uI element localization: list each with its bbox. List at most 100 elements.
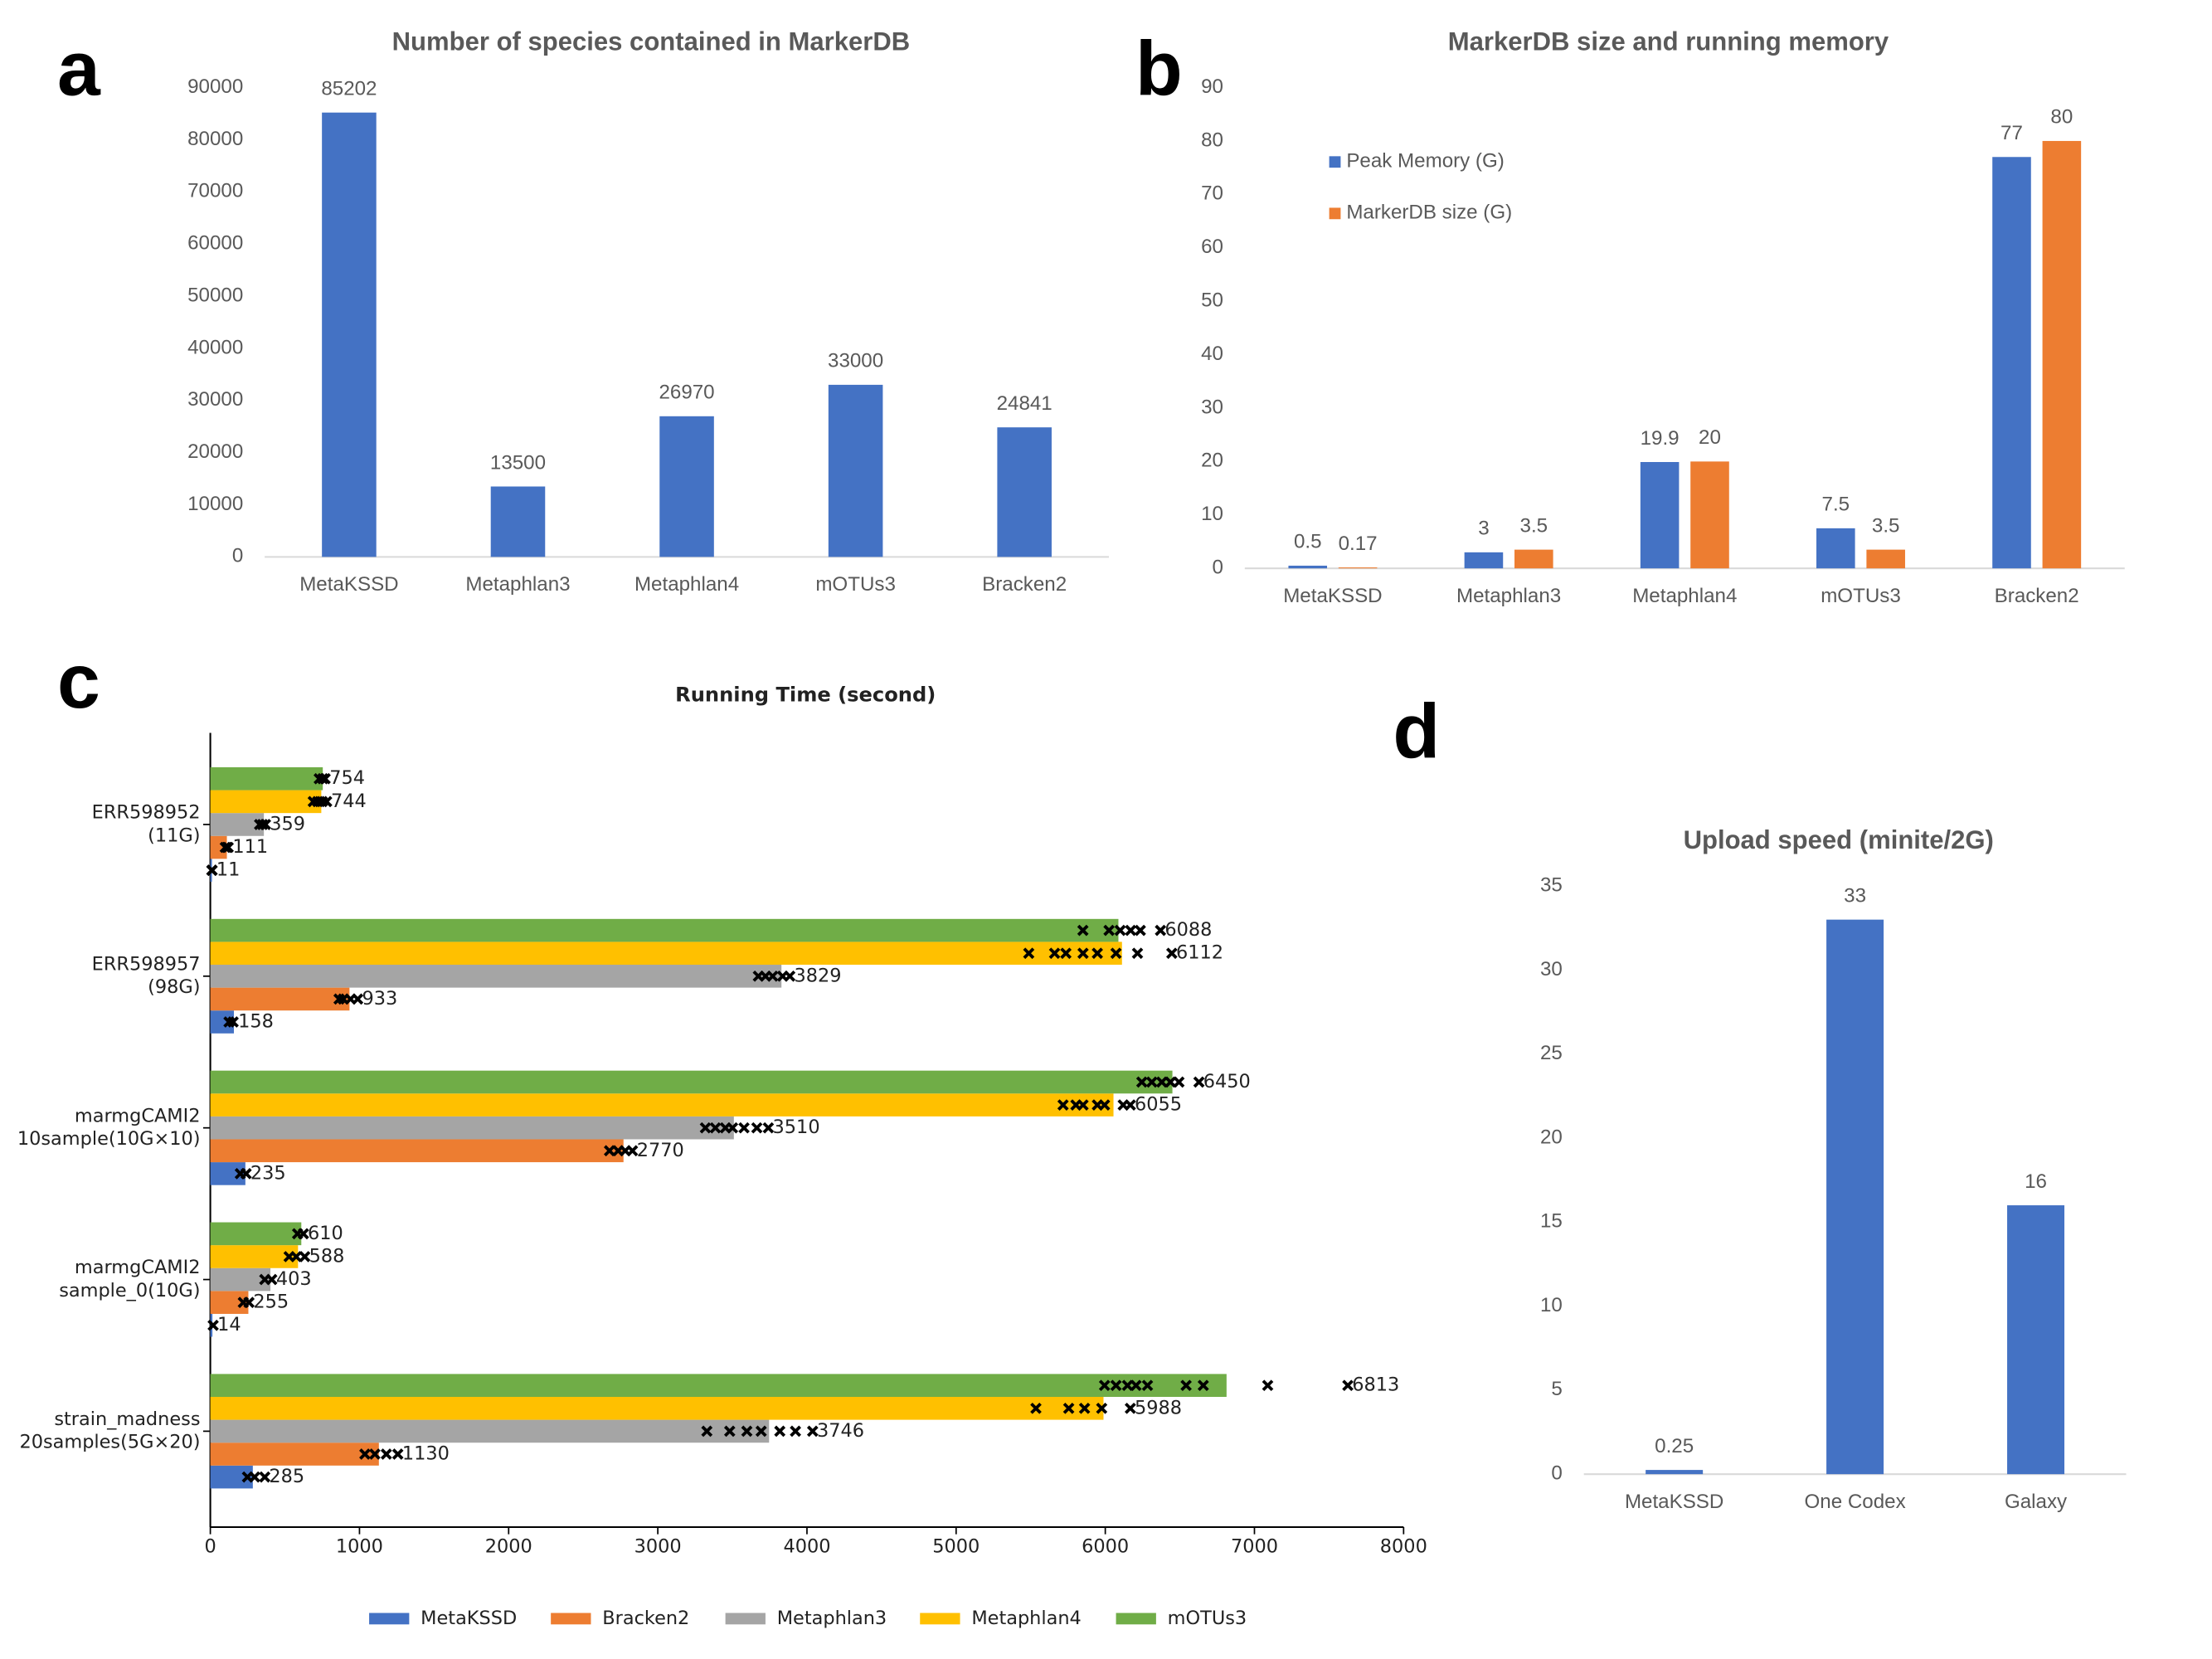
replicate-point xyxy=(1110,1379,1122,1392)
bar xyxy=(828,384,883,557)
bar xyxy=(1646,1470,1704,1475)
replicate-point xyxy=(1164,1076,1177,1088)
value-label: 3829 xyxy=(794,965,841,986)
value-label: 588 xyxy=(309,1245,345,1267)
bar xyxy=(1816,528,1855,569)
replicate-point xyxy=(723,1425,736,1438)
y-tick-label: 70 xyxy=(1201,182,1223,205)
y-tick-label: 0 xyxy=(1551,1462,1562,1485)
replicate-point xyxy=(319,772,331,785)
bar xyxy=(210,813,265,836)
bar xyxy=(1866,549,1905,569)
value-label: 16 xyxy=(2025,1170,2047,1193)
replicate-point xyxy=(352,993,364,1005)
y-tick-label: 15 xyxy=(1540,1210,1563,1233)
x-tick-label: Bracken2 xyxy=(982,573,1067,596)
replicate-point xyxy=(1077,924,1089,937)
legend-swatch xyxy=(1329,156,1341,168)
y-tick-label: 70000 xyxy=(187,180,243,202)
replicate-point xyxy=(317,772,329,785)
legend-label: Peak Memory (G) xyxy=(1346,150,1504,173)
bar xyxy=(2042,140,2082,569)
legend-swatch xyxy=(369,1613,410,1625)
y-tick-label: ERR598957 xyxy=(92,954,201,975)
bar xyxy=(210,790,322,814)
replicate-point xyxy=(1135,1076,1148,1088)
x-tick-label: 8000 xyxy=(1380,1536,1427,1558)
x-tick-label: mOTUs3 xyxy=(1821,585,1901,607)
replicate-point xyxy=(380,1448,392,1460)
y-tick-label: sample_0(10G) xyxy=(59,1280,200,1301)
replicate-point xyxy=(603,1145,615,1157)
value-label: 13500 xyxy=(490,451,546,474)
y-tick-label: 10sample(10G×10) xyxy=(17,1128,201,1150)
replicate-point xyxy=(1091,947,1103,960)
replicate-point xyxy=(290,1251,303,1262)
value-label: 33000 xyxy=(828,350,883,372)
panel-label: d xyxy=(1393,688,1440,774)
replicate-point xyxy=(1098,1379,1111,1392)
legend-swatch xyxy=(725,1613,766,1625)
replicate-point xyxy=(249,1471,260,1483)
replicate-point xyxy=(359,1448,371,1460)
value-label: 6088 xyxy=(1164,919,1212,941)
replicate-point xyxy=(738,1121,750,1134)
value-label: 1130 xyxy=(402,1443,450,1465)
value-label: 14 xyxy=(217,1314,241,1335)
y-tick-label: 20000 xyxy=(187,440,243,463)
replicate-point xyxy=(626,1145,639,1157)
value-label: 0.5 xyxy=(1294,531,1322,553)
bar xyxy=(210,1139,624,1163)
x-tick-label: 0 xyxy=(204,1536,216,1558)
x-tick-label: Galaxy xyxy=(2005,1491,2068,1513)
replicate-point xyxy=(755,1425,767,1438)
replicate-point xyxy=(1262,1379,1274,1392)
value-label: 24841 xyxy=(997,392,1053,415)
y-tick-label: 25 xyxy=(1540,1042,1563,1064)
replicate-point xyxy=(1103,924,1115,937)
legend-swatch xyxy=(1116,1613,1156,1625)
replicate-point xyxy=(1131,947,1144,960)
value-label: 33 xyxy=(1844,884,1866,907)
replicate-point xyxy=(1048,947,1061,960)
x-tick-label: mOTUs3 xyxy=(815,573,896,596)
value-label: 285 xyxy=(269,1466,304,1487)
value-label: 158 xyxy=(238,1011,274,1033)
x-tick-label: One Codex xyxy=(1805,1491,1906,1513)
value-label: 6813 xyxy=(1352,1374,1399,1396)
bar xyxy=(210,1222,302,1246)
y-tick-label: 90 xyxy=(1201,75,1223,98)
x-tick-label: 2000 xyxy=(485,1536,532,1558)
bar xyxy=(1464,552,1504,569)
replicate-point xyxy=(1110,947,1122,960)
bar xyxy=(1288,565,1328,569)
replicate-point xyxy=(1155,924,1167,937)
replicate-point xyxy=(1173,1076,1185,1088)
replicate-point xyxy=(727,1121,739,1134)
x-tick-label: Metaphlan4 xyxy=(634,573,739,596)
replicate-point xyxy=(259,1471,271,1483)
legend-label: Metaphlan3 xyxy=(777,1608,887,1629)
x-tick-label: Metaphlan4 xyxy=(1632,585,1737,607)
x-tick-label: 1000 xyxy=(336,1536,383,1558)
x-tick-label: 4000 xyxy=(783,1536,830,1558)
value-label: 0.25 xyxy=(1655,1435,1694,1457)
bar xyxy=(210,1116,734,1140)
replicate-point xyxy=(1077,947,1089,960)
value-label: 85202 xyxy=(321,77,377,100)
replicate-point xyxy=(1098,1099,1111,1111)
y-tick-label: 60 xyxy=(1201,236,1223,258)
legend-label: MetaKSSD xyxy=(421,1608,517,1629)
replicate-point xyxy=(806,1425,819,1438)
y-tick-label: strain_madness xyxy=(54,1408,200,1430)
y-tick-label: 30 xyxy=(1540,958,1563,980)
replicate-point xyxy=(321,795,333,808)
value-label: 3746 xyxy=(817,1420,864,1442)
replicate-point xyxy=(260,819,271,830)
value-label: 26970 xyxy=(659,382,714,404)
value-label: 111 xyxy=(232,836,268,858)
replicate-point xyxy=(265,1273,278,1286)
value-label: 5988 xyxy=(1135,1397,1182,1418)
replicate-point xyxy=(774,1425,786,1438)
bar xyxy=(210,1443,379,1466)
